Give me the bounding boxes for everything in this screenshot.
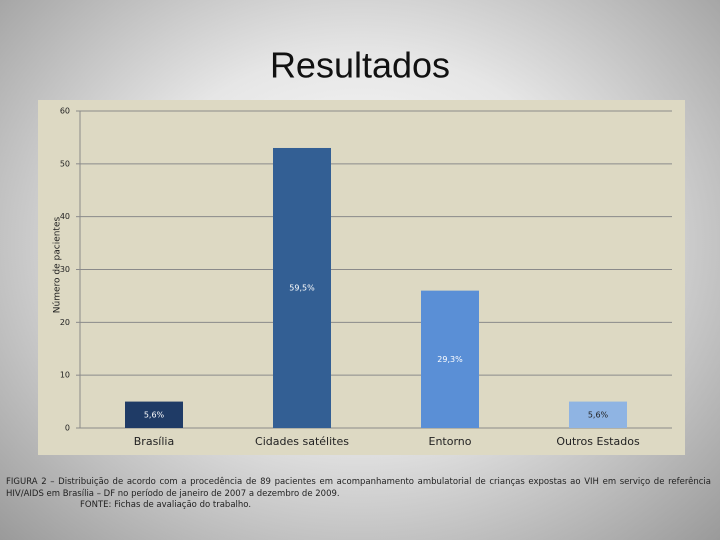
x-tick-label: Cidades satélites	[255, 435, 349, 448]
percent-label: 5,6%	[588, 410, 609, 419]
chart-title: Resultados	[270, 45, 450, 86]
x-tick-label: Entorno	[429, 435, 472, 448]
caption: FIGURA 2 – Distribuição de acordo com a …	[6, 477, 711, 499]
bar	[125, 401, 183, 428]
bar	[421, 290, 479, 428]
x-tick-label: Brasília	[134, 435, 174, 448]
y-tick-label: 0	[65, 424, 70, 433]
source: FONTE: Fichas de avaliação do trabalho.	[80, 500, 252, 510]
y-tick-label: 10	[60, 371, 70, 380]
y-tick-label: 20	[60, 318, 70, 327]
y-tick-label: 50	[60, 159, 70, 168]
percent-label: 29,3%	[437, 355, 463, 364]
x-tick-label: Outros Estados	[556, 435, 640, 448]
percent-label: 5,6%	[144, 410, 165, 419]
bar	[273, 147, 331, 428]
percent-label: 59,5%	[289, 283, 315, 292]
y-tick-label: 60	[60, 107, 70, 116]
y-tick-label: 40	[60, 212, 70, 221]
y-tick-label: 30	[60, 265, 70, 274]
bar	[569, 401, 627, 428]
y-axis-label: Número de pacientes	[53, 216, 63, 313]
chart-area	[38, 100, 685, 455]
